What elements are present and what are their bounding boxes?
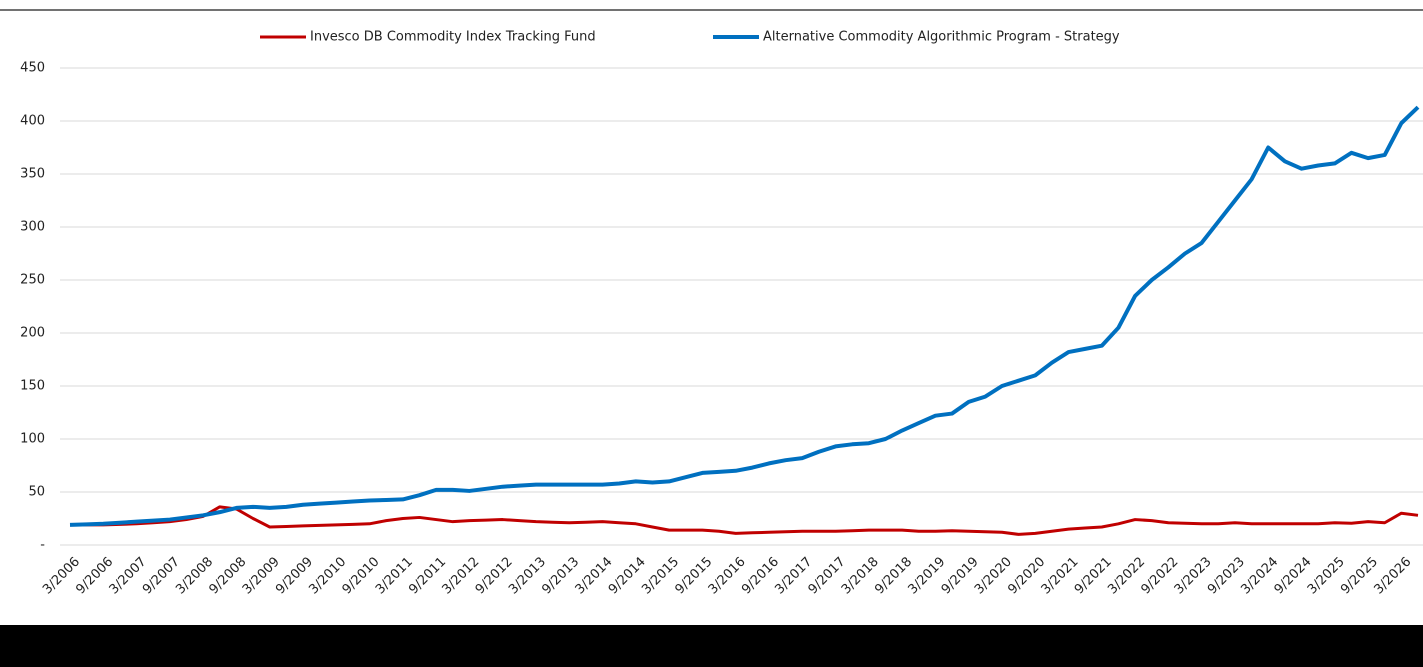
y-tick-label: 50 xyxy=(28,485,45,500)
y-tick-label: 100 xyxy=(20,432,45,447)
y-tick-label: 350 xyxy=(20,167,45,182)
chart-area xyxy=(0,0,1423,625)
series-line xyxy=(69,105,1420,527)
series-line xyxy=(70,505,1419,536)
legend-label: Alternative Commodity Algorithmic Progra… xyxy=(763,30,1120,45)
y-tick-label: - xyxy=(40,538,45,553)
y-tick-label: 450 xyxy=(20,61,45,76)
y-tick-label: 400 xyxy=(20,114,45,129)
legend-label: Invesco DB Commodity Index Tracking Fund xyxy=(310,30,596,45)
y-tick-label: 150 xyxy=(20,379,45,394)
y-tick-label: 200 xyxy=(20,326,45,341)
y-tick-label: 300 xyxy=(20,220,45,235)
y-tick-label: 250 xyxy=(20,273,45,288)
